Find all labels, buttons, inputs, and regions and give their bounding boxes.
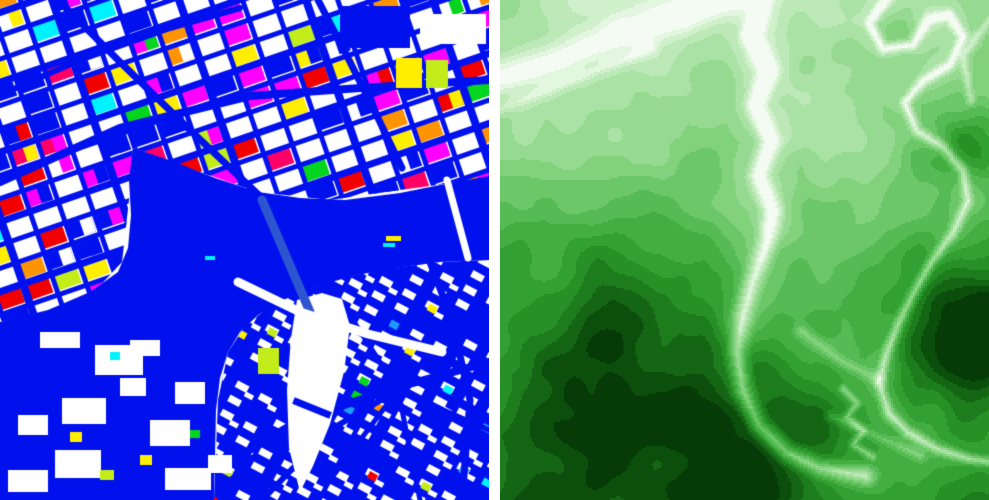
landuse-map-panel <box>0 0 489 500</box>
elevation-map-panel <box>500 0 989 500</box>
landuse-map-canvas <box>0 0 489 500</box>
elevation-map-canvas <box>500 0 989 500</box>
panel-divider <box>489 0 500 500</box>
